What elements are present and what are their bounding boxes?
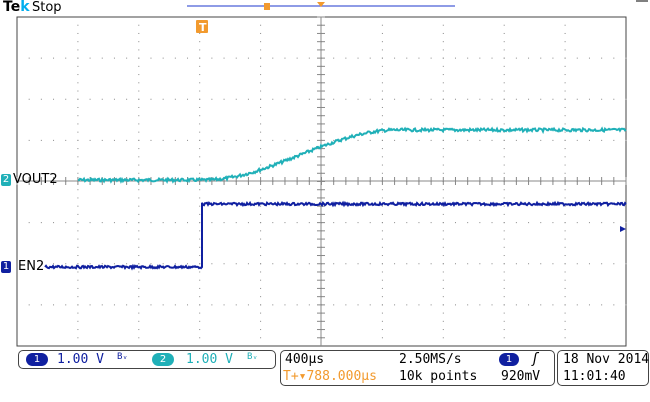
vertical-scale-readout: 1 1.00 V Bᵥ 2 1.00 V Bᵥ	[18, 350, 276, 369]
date: 18 Nov 2014	[563, 352, 649, 367]
ch1-scale-badge[interactable]: 1	[26, 353, 48, 366]
ch2-scale: 1.00 V	[186, 352, 233, 367]
ch1-waveform	[45, 203, 626, 268]
ch2-label: VOUT2	[13, 172, 58, 187]
trigger-slope-icon: ʃ	[531, 351, 539, 367]
datetime-readout: 18 Nov 2014 11:01:40	[557, 350, 649, 386]
record-length: 10k points	[399, 369, 477, 384]
ch1-scale: 1.00 V	[57, 352, 104, 367]
ch1-ground-marker[interactable]: 1	[1, 261, 11, 273]
trigger-level-arrow	[620, 226, 626, 232]
ch2-waveform	[78, 129, 626, 182]
trigger-position: T+▾788.000µs	[283, 369, 377, 384]
ch1-bandwidth-icon: Bᵥ	[117, 352, 128, 362]
ch2-scale-badge[interactable]: 2	[152, 353, 174, 366]
ch2-bandwidth-icon: Bᵥ	[247, 352, 258, 362]
trigger-level: 920mV	[501, 369, 540, 384]
trigger-source-badge[interactable]: 1	[499, 353, 519, 366]
ch1-label: EN2	[18, 259, 44, 274]
record-position-marker	[264, 3, 270, 10]
trigger-marker-label: T	[199, 21, 207, 34]
graticule-dots	[17, 17, 627, 338]
timebase: 400µs	[285, 352, 324, 367]
scope-display: T	[0, 0, 650, 402]
horizontal-trigger-readout: 400µs 2.50MS/s 1 ʃ T+▾788.000µs 10k poin…	[280, 350, 555, 386]
ch2-ground-marker[interactable]: 2	[1, 174, 11, 186]
time: 11:01:40	[563, 369, 626, 384]
sample-rate: 2.50MS/s	[399, 352, 462, 367]
